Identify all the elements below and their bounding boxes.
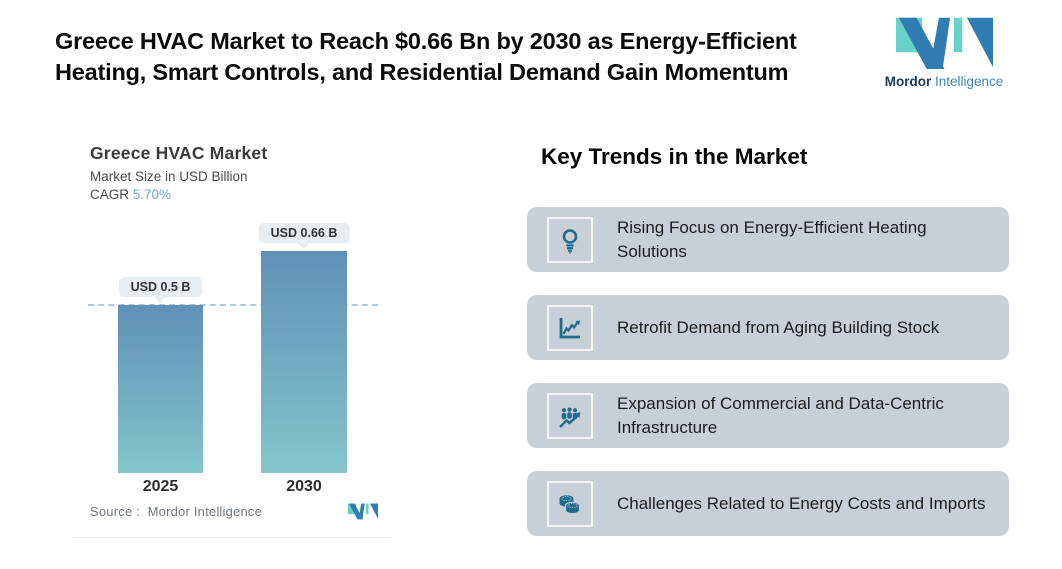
bar-2030-fill [261, 251, 347, 473]
x-axis-label-2025: 2025 [142, 478, 179, 495]
trend-text: Rising Focus on Energy-Efficient Heating… [617, 218, 927, 261]
market-chart-panel: USD 0.5 B USD 0.66 B Greece HVAC Market … [75, 130, 389, 538]
trends-list: Rising Focus on Energy-Efficient Heating… [527, 207, 1009, 559]
x-axis-label-2030: 2030 [286, 478, 322, 495]
mordor-logo-mini-icon [348, 503, 378, 520]
bar-chart-plot: USD 0.5 B USD 0.66 B [75, 130, 389, 473]
bar-2030-value-callout: USD 0.66 B [258, 223, 350, 243]
bar-2025-fill [118, 305, 203, 473]
mordor-logo-icon [895, 17, 993, 70]
brand-name-regular: Intelligence [934, 74, 1004, 89]
trend-text: Retrofit Demand from Aging Building Stoc… [617, 317, 940, 337]
mordor-intelligence-logo: Mordor Intelligence [880, 13, 1008, 89]
chart-cagr-line: CAGR 5.70% [90, 187, 267, 202]
source-label: Source : [90, 503, 141, 519]
people-growth-icon [547, 392, 593, 439]
trend-text: Challenges Related to Energy Costs and I… [617, 493, 986, 513]
trend-card-retrofit-demand: Retrofit Demand from Aging Building Stoc… [527, 295, 1009, 360]
page-title-line-1: Greece HVAC Market to Reach $0.66 Bn by … [55, 28, 797, 54]
chart-subtitle: Market Size in USD Billion [90, 169, 248, 184]
lightbulb-icon [547, 216, 593, 263]
cagr-label: CAGR [90, 187, 130, 202]
brand-name-bold: Mordor [884, 74, 932, 89]
page-title-line-2: Heating, Smart Controls, and Residential… [55, 59, 789, 85]
brand-text: Mordor Intelligence [880, 74, 1008, 89]
line-chart-icon [547, 304, 593, 351]
trend-card-energy-costs: Challenges Related to Energy Costs and I… [527, 471, 1009, 536]
bar-2030: USD 0.66 B [258, 223, 350, 473]
coins-icon [547, 480, 593, 527]
trend-card-energy-efficient-heating: Rising Focus on Energy-Efficient Heating… [527, 207, 1009, 272]
trend-text: Expansion of Commercial and Data-Centric… [617, 394, 944, 437]
source-value: Mordor Intelligence [147, 503, 262, 519]
source-text: Source : Mordor Intelligence [90, 504, 262, 519]
trend-card-commercial-infrastructure: Expansion of Commercial and Data-Centric… [527, 383, 1009, 448]
reference-line [88, 304, 378, 306]
chart-header: Greece HVAC Market Market Size in USD Bi… [90, 143, 267, 202]
chart-title: Greece HVAC Market [90, 143, 268, 163]
cagr-value: 5.70% [132, 187, 172, 202]
page-title: Greece HVAC Market to Reach $0.66 Bn by … [55, 26, 875, 88]
trends-heading: Key Trends in the Market [541, 144, 808, 169]
bar-2025: USD 0.5 B [118, 277, 203, 473]
source-row: Source : Mordor Intelligence [90, 502, 378, 520]
bar-2025-value-callout: USD 0.5 B [118, 277, 203, 297]
